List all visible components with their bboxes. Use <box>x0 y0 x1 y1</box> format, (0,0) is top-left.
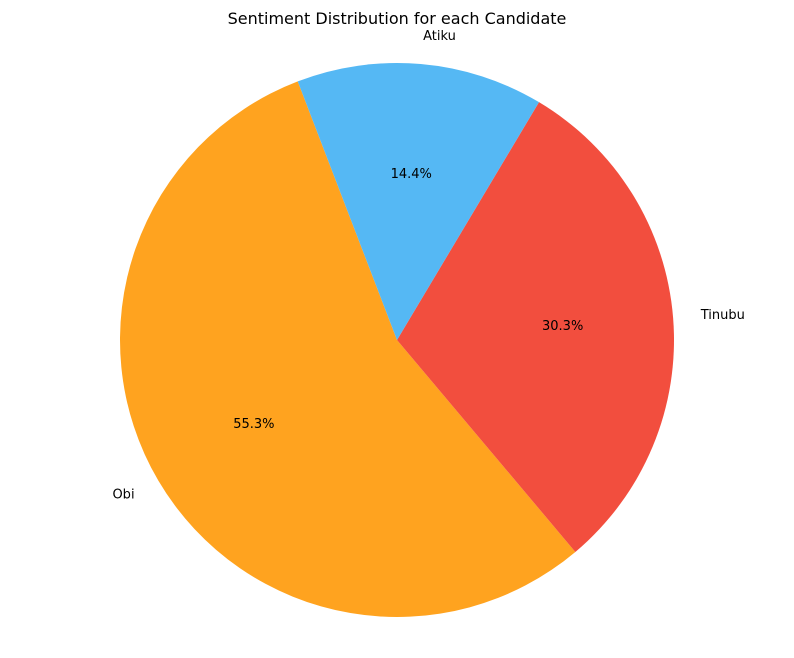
slice-label-obi: Obi <box>112 487 134 502</box>
chart-title: Sentiment Distribution for each Candidat… <box>228 9 567 28</box>
slice-pct-label-tinubu: 30.3% <box>542 319 583 334</box>
labels-layer: Obi 55.3% Tinubu 30.3% Atiku 14.4% <box>112 29 744 502</box>
pie-slice-tinubu <box>397 102 674 552</box>
slice-label-tinubu: Tinubu <box>700 308 745 323</box>
slice-label-atiku: Atiku <box>423 29 456 44</box>
slices-layer <box>120 62 674 618</box>
pie-slice-obi <box>120 81 576 618</box>
slice-pct-label-obi: 55.3% <box>233 417 274 432</box>
pie-slice-atiku <box>297 62 540 340</box>
slice-pct-label-atiku: 14.4% <box>391 167 432 182</box>
